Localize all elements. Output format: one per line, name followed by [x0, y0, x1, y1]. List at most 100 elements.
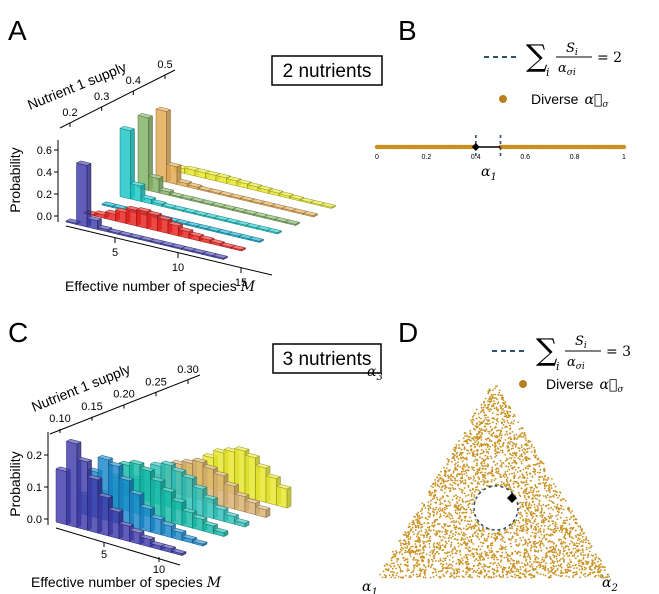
panel-d-diverse-dot	[567, 545, 570, 548]
panel-d-diverse-dot	[451, 574, 453, 577]
panel-d-diverse-dot	[548, 499, 551, 502]
panel-d-diverse-dot	[540, 520, 543, 523]
panel-d-diverse-dot	[498, 574, 501, 577]
panel-d-diverse-dot	[457, 505, 460, 507]
panel-b-legend-rhs: = 2	[597, 50, 622, 66]
panel-d-diverse-dot	[436, 542, 438, 545]
panel-c-depth-label: 0.25	[145, 376, 166, 388]
panel-d-diverse-dot	[453, 505, 456, 508]
panel-d-diverse-dot	[505, 473, 507, 476]
panel-d-diverse-dot	[546, 551, 548, 554]
panel-d-diverse-dot	[505, 475, 508, 477]
panel-d-diverse-dot	[574, 573, 576, 576]
panel-d-diverse-dot	[484, 414, 487, 417]
panel-d-diverse-dot	[451, 487, 454, 489]
panel-d-diverse-dot	[525, 490, 527, 492]
panel-d-diverse-dot	[522, 536, 524, 539]
panel-d-diverse-dot	[399, 551, 401, 553]
panel-a-bar	[284, 219, 301, 226]
panel-d-diverse-dot	[522, 524, 525, 527]
panel-d-diverse-dot	[444, 559, 447, 561]
panel-d-diverse-dot	[439, 474, 441, 476]
panel-d-diverse-dot	[540, 540, 543, 542]
panel-d-diverse-dot	[441, 569, 444, 572]
panel-d-diverse-dot	[517, 533, 519, 536]
panel-d-diverse-dot	[535, 542, 538, 545]
panel-d-diverse-dot	[463, 464, 465, 467]
panel-d-diverse-dot	[402, 539, 405, 542]
panel-a-series-1	[65, 160, 229, 260]
panel-d-diverse-dot	[480, 480, 483, 483]
panel-d-diverse-dot	[389, 564, 391, 566]
panel-d-diverse-dot	[415, 573, 418, 576]
panel-d-diverse-dot	[465, 469, 468, 472]
panel-d-diverse-dot	[490, 408, 492, 411]
panel-d-diverse-dot	[539, 482, 542, 485]
panel-d-diverse-dot	[527, 570, 529, 573]
panel-d-diverse-dot	[484, 425, 487, 428]
panel-d-diverse-dot	[500, 411, 503, 414]
panel-d-diverse-dot	[510, 447, 513, 450]
panel-d-diverse-dot	[577, 560, 580, 563]
panel-d-diverse-dot	[436, 511, 439, 514]
panel-d-diverse-dot	[585, 567, 587, 570]
panel-d-diverse-dot	[518, 543, 521, 545]
panel-d-diverse-dot	[531, 568, 534, 571]
panel-d-diverse-dot	[480, 431, 483, 434]
panel-d-diverse-dot	[578, 564, 580, 567]
panel-d-diverse-dot	[417, 550, 420, 553]
panel-d-diverse-dot	[581, 549, 584, 552]
panel-d-diverse-dot	[532, 491, 535, 493]
panel-d-diverse-dot	[459, 503, 462, 506]
panel-d-diverse-dot	[542, 518, 544, 521]
panel-d-diverse-dot	[504, 426, 507, 429]
panel-d-diverse-dot	[523, 538, 526, 541]
panel-d-diverse-dot	[541, 542, 544, 545]
panel-d-diverse-dot	[508, 484, 511, 487]
panel-d-diverse-dot	[474, 412, 477, 415]
panel-d-diverse-dot	[412, 564, 415, 567]
panel-d-diverse-dot	[511, 564, 514, 566]
panel-d-diverse-dot	[424, 566, 427, 568]
panel-d-diverse-dot	[591, 560, 594, 562]
panel-d-diverse-dot	[494, 561, 496, 564]
panel-d-diverse-dot	[546, 555, 549, 557]
panel-d-diverse-dot	[474, 428, 476, 431]
panel-d-diverse-dot	[438, 523, 440, 525]
panel-d-diverse-dot	[435, 501, 437, 504]
panel-d-diverse-dot	[519, 576, 522, 579]
panel-d-diverse-dot	[522, 451, 525, 453]
panel-d-diverse-dot	[535, 556, 538, 558]
panel-d-diverse-dot	[569, 512, 572, 514]
panel-d-diverse-dot	[533, 446, 535, 449]
panel-d-diverse-dot	[429, 513, 432, 516]
panel-d-diverse-dot	[536, 505, 539, 507]
panel-c-bar-side	[286, 486, 292, 509]
panel-b-tick-label: 0.6	[520, 154, 530, 161]
panel-d-diverse-dot	[477, 489, 479, 491]
panel-d-diverse-dot	[417, 563, 419, 566]
panel-d-diverse-dot	[421, 556, 423, 558]
panel-d-diverse-dot	[437, 560, 440, 562]
panel-d-diverse-dot	[497, 562, 500, 565]
panel-d-diverse-dot	[562, 553, 564, 555]
panel-d-diverse-dot	[567, 570, 570, 572]
panel-d-diverse-dot	[569, 559, 571, 561]
panel-d-diverse-dot	[458, 473, 461, 476]
panel-c-depth-ticks: 0.100.150.200.250.30	[49, 364, 199, 433]
panel-d-diverse-dot	[498, 434, 501, 437]
panel-d-diverse-dot	[424, 507, 427, 509]
panel-d-diverse-dot	[509, 527, 512, 529]
panel-c-bar-side	[265, 507, 271, 519]
panel-d-diverse-dot	[433, 546, 435, 549]
panel-d-diverse-dot	[537, 490, 540, 493]
panel-a-x-label: 10	[172, 262, 184, 274]
panel-d-legend-formula: ∑ i Si ασi = 3	[536, 333, 631, 373]
panel-d-diverse-dot	[425, 528, 427, 531]
panel-d-diverse-dot	[470, 493, 473, 496]
panel-d-diverse-dot	[501, 462, 503, 464]
panel-c-bar-front	[118, 523, 130, 542]
panel-d-diverse-dot	[573, 555, 576, 557]
panel-d-diverse-dot	[587, 553, 590, 556]
panel-d-diverse-dot	[444, 469, 446, 472]
